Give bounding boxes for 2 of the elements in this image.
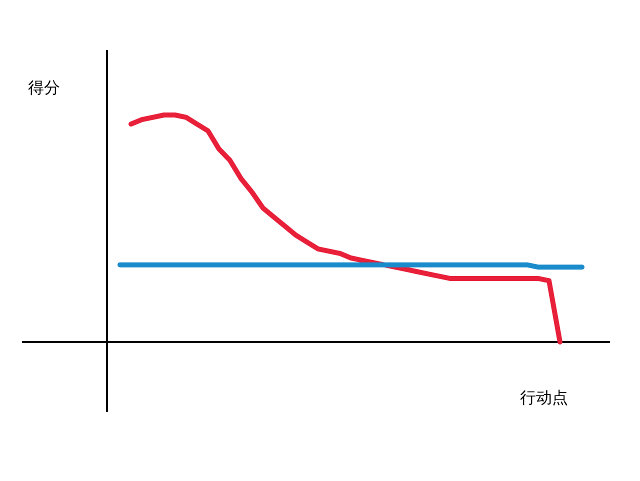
xlabel: 行动点 — [520, 390, 568, 407]
ylabel: 得分 — [28, 80, 60, 97]
